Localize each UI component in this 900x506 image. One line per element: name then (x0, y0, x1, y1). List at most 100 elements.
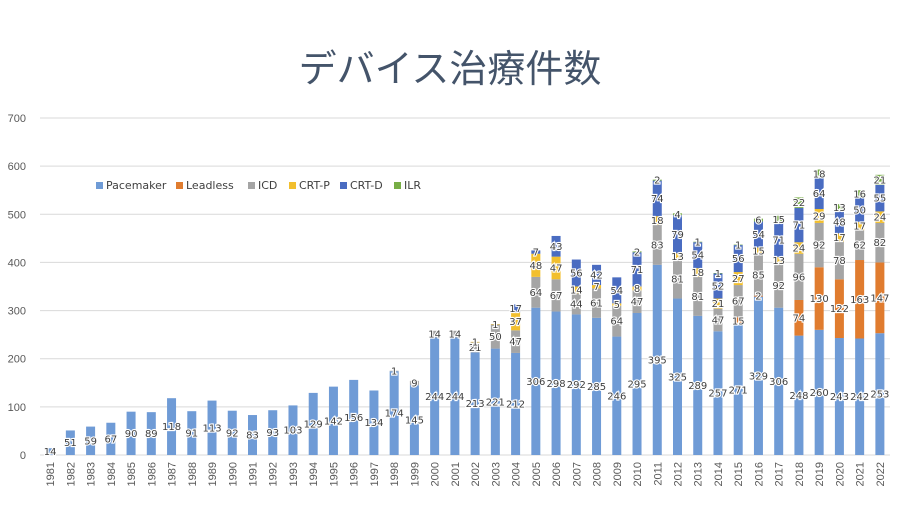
bar-segment (774, 215, 784, 223)
data-label: 79 (671, 230, 684, 241)
bar-segment (511, 330, 521, 353)
x-tick-label: 1998 (389, 462, 401, 486)
data-label: 48 (833, 217, 846, 228)
legend-swatch (340, 182, 347, 189)
data-label: 89 (145, 429, 158, 440)
data-label: 50 (489, 332, 502, 343)
data-label: 52 (712, 282, 725, 293)
data-label: 13 (833, 203, 846, 214)
x-tick-label: 2018 (794, 462, 806, 486)
bar-segment (875, 174, 885, 185)
data-label: 15 (772, 215, 785, 226)
legend-label: ILR (404, 179, 421, 192)
x-tick-label: 1988 (187, 462, 199, 486)
bar-segment (612, 303, 622, 306)
data-label: 8 (634, 284, 640, 295)
bar-segment (652, 224, 662, 265)
data-label: 29 (813, 211, 826, 222)
bar-segment (875, 262, 885, 334)
data-label: 18 (813, 169, 826, 180)
bar-segment (673, 215, 682, 254)
y-tick-label: 500 (8, 209, 26, 221)
bar-segment (592, 264, 602, 286)
x-tick-label: 1991 (248, 462, 260, 486)
data-label: 2 (634, 247, 640, 258)
data-label: 54 (610, 286, 623, 297)
data-label: 285 (587, 382, 606, 393)
data-label: 289 (688, 381, 707, 392)
bar-segment (167, 398, 177, 455)
x-tick-label: 2010 (632, 462, 644, 486)
data-label: 96 (793, 272, 806, 283)
bar-segment (409, 380, 419, 386)
data-label: 1 (492, 320, 498, 331)
bar-segment (753, 254, 763, 296)
bar-segment (855, 260, 865, 339)
data-label: 1 (735, 240, 741, 251)
data-label: 14 (449, 330, 462, 341)
bar-segment (490, 324, 500, 325)
bar-segment (511, 312, 521, 331)
data-label: 1 (715, 269, 721, 280)
bar-segment (794, 242, 804, 254)
legend-label: ICD (258, 179, 277, 192)
bar-segment (349, 379, 359, 455)
data-label: 17 (509, 304, 522, 315)
x-tick-label: 1990 (227, 462, 239, 486)
bar-segment (632, 290, 642, 313)
bar-segment (632, 286, 642, 291)
data-label: 67 (550, 291, 563, 302)
bar-segment (511, 304, 521, 313)
data-label: 9 (411, 379, 417, 390)
data-label: 21 (712, 299, 725, 310)
legend: Pacemaker Leadless ICD CRT-P CRT-D ILR (96, 179, 421, 192)
legend-label: Leadless (186, 179, 234, 192)
bar-segment (713, 273, 723, 274)
data-label: 24 (874, 213, 887, 224)
bar-segment (268, 410, 278, 455)
legend-label: Pacemaker (106, 179, 167, 192)
data-label: 47 (509, 337, 522, 348)
data-label: 56 (570, 269, 583, 280)
y-tick-label: 0 (20, 450, 26, 462)
bar-segment (834, 204, 844, 211)
data-label: 142 (324, 416, 343, 427)
data-label: 257 (708, 389, 727, 400)
data-label: 14 (428, 330, 441, 341)
bar-segment (248, 415, 257, 455)
bar-segment (753, 295, 763, 297)
bar-segment (814, 222, 824, 268)
y-tick-label: 300 (8, 306, 26, 318)
data-label: 244 (425, 392, 444, 403)
x-tick-label: 1981 (45, 462, 57, 486)
x-tick-label: 2019 (814, 462, 826, 486)
data-label: 74 (651, 194, 664, 205)
bar-segment (612, 277, 622, 304)
data-label: 248 (789, 391, 808, 402)
bar-segment (733, 317, 743, 325)
legend-label: CRT-P (299, 179, 330, 192)
x-tick-label: 2015 (733, 462, 745, 486)
bar-segment (855, 230, 865, 261)
bar-segment (106, 422, 116, 455)
bar-segment (389, 371, 399, 455)
data-label: 71 (793, 221, 806, 232)
data-label: 83 (246, 431, 259, 442)
bar-segment (794, 197, 804, 209)
data-label: 260 (810, 388, 829, 399)
x-tick-label: 1997 (369, 462, 381, 486)
x-axis: 1981 1982 1983 1984 1985 1986 1987 1988 1989 1990… (45, 462, 887, 486)
bar-segment (794, 208, 804, 243)
bar-segment (430, 337, 440, 455)
bar-segment (875, 222, 885, 263)
bar-segment (612, 336, 622, 455)
data-label: 14 (44, 447, 57, 458)
x-tick-label: 1982 (65, 462, 77, 486)
bar-segment (227, 410, 237, 455)
data-label: 54 (691, 251, 704, 262)
bar-segment (774, 263, 784, 308)
x-tick-label: 2020 (834, 462, 846, 486)
bar-segment (126, 411, 136, 455)
